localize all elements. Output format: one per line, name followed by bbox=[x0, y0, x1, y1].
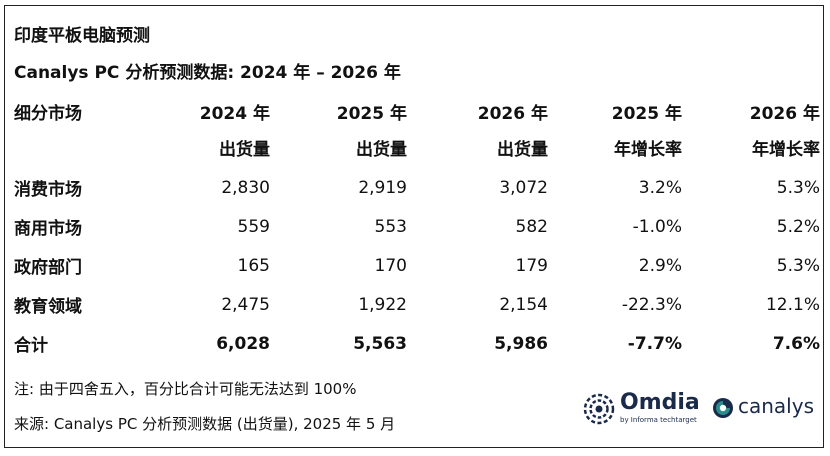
cell-2024-shipments: 2,475 bbox=[221, 294, 270, 315]
table-total-row: 合计 6,028 5,563 5,986 -7.7% 7.6% bbox=[14, 324, 820, 363]
source-note: 来源: Canalys PC 分析预测数据 (出货量), 2025 年 5 月 bbox=[14, 415, 396, 433]
header-line1: 2026 年 bbox=[749, 104, 820, 124]
canalys-wordmark: canalys bbox=[738, 394, 814, 418]
total-2025-shipments: 5,563 bbox=[353, 333, 407, 354]
omdia-swirl-icon bbox=[583, 393, 615, 425]
table-header-row: 细分市场 2024 年 出货量 2025 年 出货量 2026 年 出货量 20… bbox=[14, 96, 820, 168]
header-2025-growth: 2025 年 年增长率 bbox=[548, 96, 682, 168]
total-2026-shipments: 5,986 bbox=[494, 333, 548, 354]
row-segment: 政府部门 bbox=[14, 258, 82, 278]
cell-2024-shipments: 2,830 bbox=[221, 177, 270, 198]
cell-2025-shipments: 1,922 bbox=[358, 294, 407, 315]
header-line2: 出货量 bbox=[219, 140, 270, 160]
header-2024-shipments: 2024 年 出货量 bbox=[130, 96, 270, 168]
cell-2026-shipments: 179 bbox=[515, 255, 548, 276]
table-row: 政府部门 165 170 179 2.9% 5.3% bbox=[14, 246, 820, 285]
header-segment: 细分市场 bbox=[14, 96, 130, 168]
cell-2025-shipments: 170 bbox=[374, 255, 407, 276]
row-segment: 消费市场 bbox=[14, 180, 82, 200]
table-row: 教育领域 2,475 1,922 2,154 -22.3% 12.1% bbox=[14, 285, 820, 324]
header-2026-growth: 2026 年 年增长率 bbox=[682, 96, 820, 168]
header-line2: 出货量 bbox=[497, 140, 548, 160]
total-2025-growth: -7.7% bbox=[627, 333, 682, 354]
footnote: 注: 由于四舍五入，百分比合计可能无法达到 100% bbox=[14, 380, 357, 398]
header-2025-shipments: 2025 年 出货量 bbox=[270, 96, 407, 168]
row-segment: 教育领域 bbox=[14, 297, 82, 317]
forecast-table: 细分市场 2024 年 出货量 2025 年 出货量 2026 年 出货量 20… bbox=[14, 96, 820, 363]
cell-2026-shipments: 582 bbox=[515, 216, 548, 237]
total-2026-growth: 7.6% bbox=[772, 333, 820, 354]
header-line2: 年增长率 bbox=[752, 140, 820, 160]
header-line2: 出货量 bbox=[356, 140, 407, 160]
header-line1: 2026 年 bbox=[477, 104, 548, 124]
omdia-tagline: by Informa techtarget bbox=[620, 416, 697, 424]
cell-2026-growth: 5.3% bbox=[776, 255, 820, 276]
header-2026-shipments: 2026 年 出货量 bbox=[407, 96, 548, 168]
cell-2026-shipments: 3,072 bbox=[499, 177, 548, 198]
header-line1: 2025 年 bbox=[611, 104, 682, 124]
header-line1: 2025 年 bbox=[336, 104, 407, 124]
cell-2025-shipments: 2,919 bbox=[358, 177, 407, 198]
cell-2025-growth: 3.2% bbox=[638, 177, 682, 198]
cell-2026-growth: 12.1% bbox=[765, 294, 820, 315]
cell-2025-growth: 2.9% bbox=[638, 255, 682, 276]
total-label: 合计 bbox=[14, 336, 48, 356]
total-2024-shipments: 6,028 bbox=[216, 333, 270, 354]
canalys-circle-icon bbox=[713, 398, 733, 418]
header-line2: 年增长率 bbox=[614, 140, 682, 160]
canalys-logo: canalys bbox=[712, 394, 816, 422]
table-row: 消费市场 2,830 2,919 3,072 3.2% 5.3% bbox=[14, 168, 820, 207]
table-row: 商用市场 559 553 582 -1.0% 5.2% bbox=[14, 207, 820, 246]
row-segment: 商用市场 bbox=[14, 219, 82, 239]
chart-title: 印度平板电脑预测 bbox=[14, 26, 150, 46]
chart-subtitle: Canalys PC 分析预测数据: 2024 年 – 2026 年 bbox=[14, 63, 401, 83]
cell-2025-growth: -1.0% bbox=[632, 216, 682, 237]
header-segment-label: 细分市场 bbox=[14, 104, 82, 124]
cell-2026-growth: 5.3% bbox=[776, 177, 820, 198]
figure-frame bbox=[4, 5, 824, 448]
cell-2024-shipments: 559 bbox=[237, 216, 270, 237]
cell-2026-growth: 5.2% bbox=[776, 216, 820, 237]
cell-2026-shipments: 2,154 bbox=[499, 294, 548, 315]
cell-2025-growth: -22.3% bbox=[621, 294, 682, 315]
cell-2025-shipments: 553 bbox=[374, 216, 407, 237]
header-line1: 2024 年 bbox=[199, 104, 270, 124]
omdia-logo: Omdia by Informa techtarget bbox=[580, 390, 710, 426]
omdia-wordmark: Omdia bbox=[620, 390, 700, 415]
cell-2024-shipments: 165 bbox=[237, 255, 270, 276]
